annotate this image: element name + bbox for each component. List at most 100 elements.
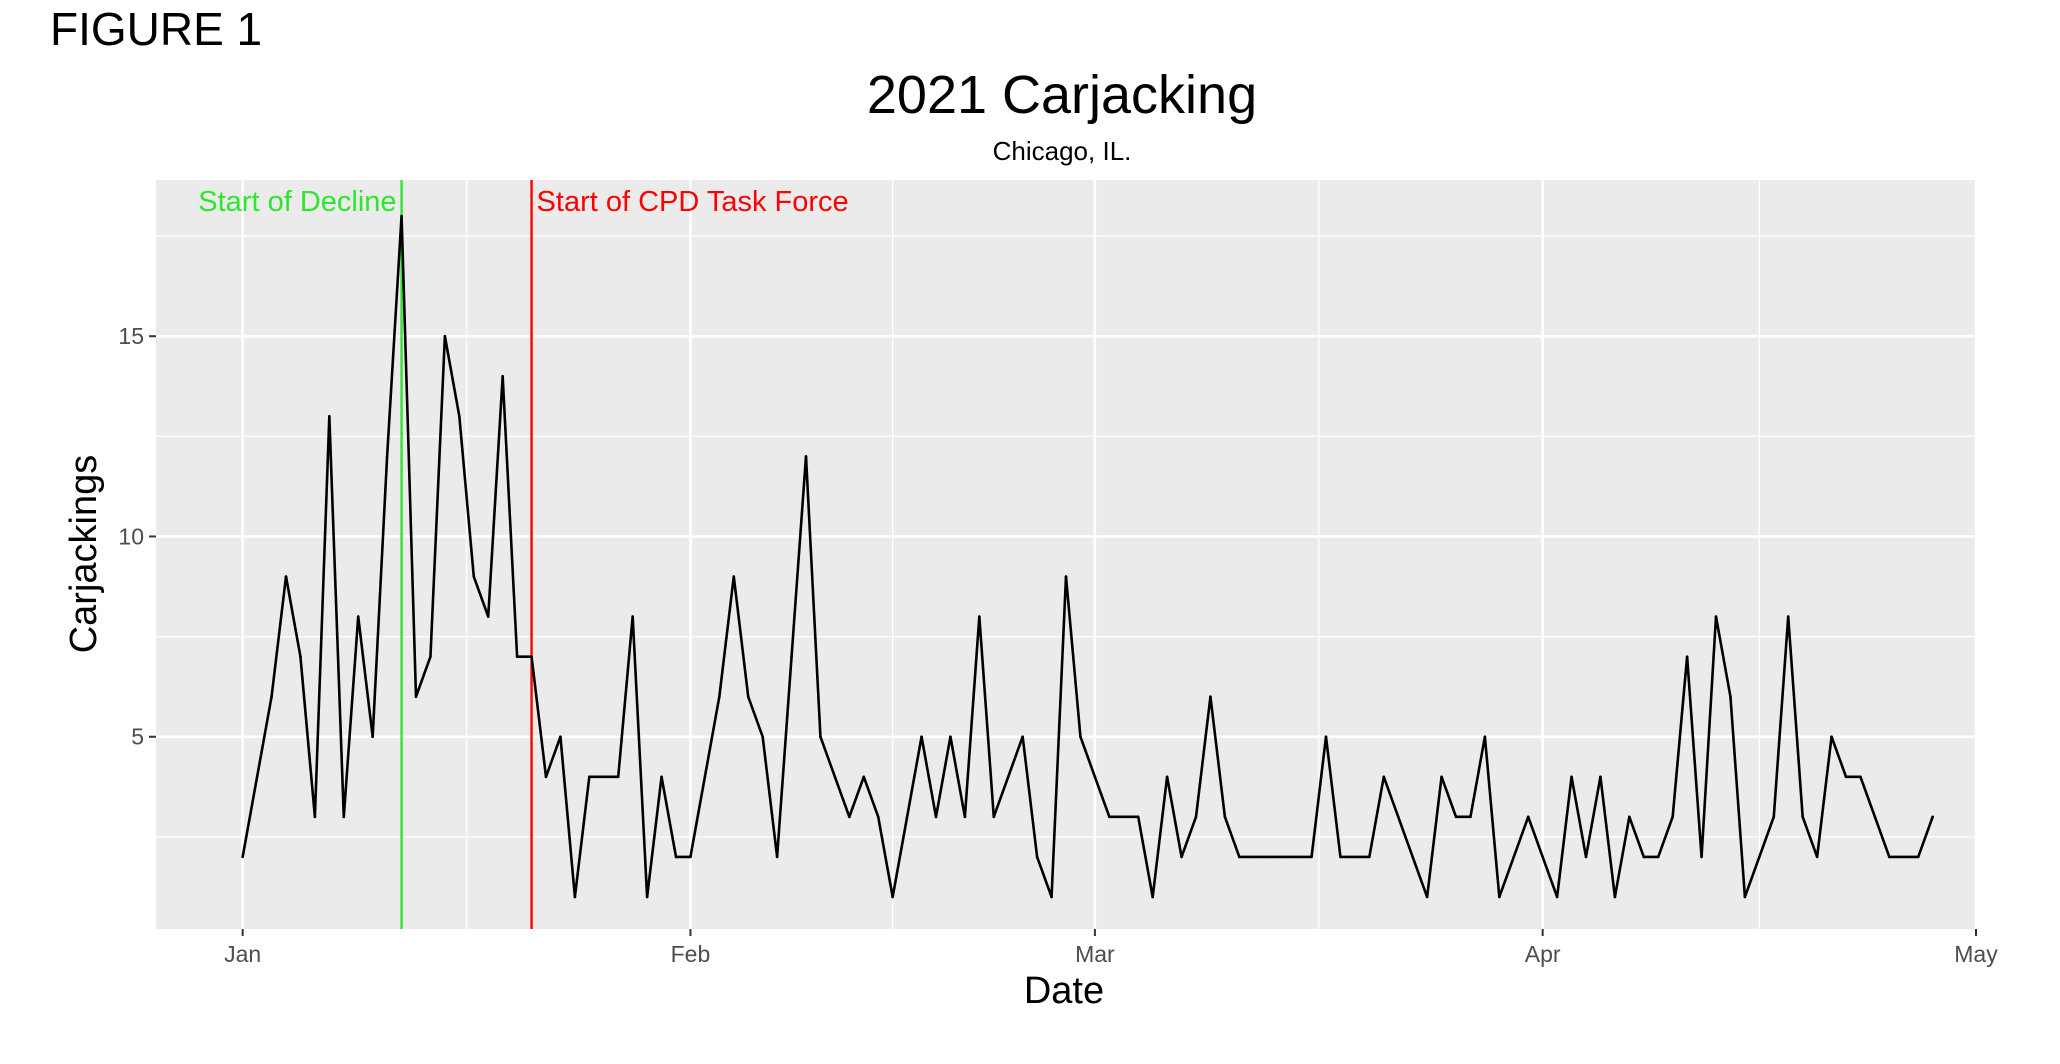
data-point [1512, 855, 1516, 859]
data-point [819, 735, 822, 739]
data-point [270, 695, 273, 698]
data-point [761, 735, 764, 739]
data-point [1758, 855, 1761, 859]
data-point [790, 655, 793, 658]
data-point [862, 775, 866, 779]
data-point [515, 655, 519, 658]
data-point [1223, 815, 1227, 819]
data-point [1555, 895, 1559, 899]
data-point [1411, 855, 1414, 859]
data-point [1454, 815, 1458, 819]
data-point [1902, 855, 1906, 859]
data-point [1209, 695, 1212, 698]
data-point [1584, 855, 1588, 859]
grid-minor [156, 180, 1976, 929]
data-point [328, 415, 331, 418]
data-point [616, 775, 620, 779]
data-point [1498, 895, 1501, 899]
data-point [1064, 575, 1068, 578]
data-point [1772, 815, 1776, 819]
data-point [1108, 815, 1111, 819]
data-point [905, 815, 909, 819]
data-point [934, 815, 938, 819]
data-point [1079, 735, 1082, 739]
grid-major [156, 180, 1978, 929]
data-point [1859, 775, 1862, 779]
data-point [1656, 855, 1660, 859]
data-point [1541, 855, 1544, 859]
data-point [1339, 855, 1342, 859]
data-point [746, 695, 750, 698]
data-point [588, 775, 591, 779]
data-point [313, 815, 317, 819]
data-point [1136, 815, 1140, 819]
data-point [1685, 655, 1689, 658]
data-point [674, 855, 678, 859]
data-point [1035, 855, 1039, 859]
data-point [385, 455, 389, 458]
data-point [544, 775, 548, 779]
chart-subtitle: Chicago, IL. [992, 136, 1132, 166]
data-point [833, 775, 837, 779]
figure-label: FIGURE 1 [50, 3, 263, 55]
data-point [1671, 815, 1674, 819]
series-line-carjackings [241, 214, 1934, 899]
annotation-label: Start of Decline [198, 186, 396, 218]
data-point [559, 735, 562, 739]
data-point [1844, 775, 1848, 779]
data-point [299, 655, 302, 658]
data-point [1873, 815, 1877, 819]
data-point [1238, 855, 1241, 859]
data-point [1786, 615, 1790, 618]
data-point [1729, 695, 1732, 698]
data-point [1931, 815, 1934, 819]
data-point [1382, 775, 1386, 779]
y-axis: 5 10 15 [118, 323, 156, 750]
data-point [1888, 855, 1891, 859]
data-point [486, 615, 490, 618]
data-point [1613, 895, 1617, 899]
x-tick-label: Apr [1525, 941, 1561, 967]
data-point [660, 775, 663, 779]
data-point [255, 775, 259, 779]
data-point [1151, 895, 1154, 899]
data-point [1281, 855, 1284, 859]
y-tick-label: 15 [118, 323, 144, 349]
y-axis-title: Carjackings [63, 455, 105, 654]
data-point [1165, 775, 1169, 779]
y-tick-label: 10 [118, 523, 144, 549]
data-point [1324, 735, 1328, 739]
data-point [1469, 815, 1472, 819]
data-point [978, 615, 981, 618]
data-point [1006, 775, 1010, 779]
data-point [1396, 815, 1400, 819]
data-point [718, 695, 721, 698]
data-point [472, 575, 476, 578]
data-point [1599, 775, 1602, 779]
data-point [1714, 615, 1718, 618]
data-point [891, 895, 894, 899]
data-point [1483, 735, 1487, 739]
data-point [631, 615, 634, 618]
data-point [1266, 855, 1270, 859]
data-point [689, 855, 692, 859]
data-point [920, 735, 923, 739]
data-points [241, 214, 1934, 899]
data-point [1295, 855, 1299, 859]
data-point [241, 855, 244, 859]
data-point [1570, 775, 1573, 779]
data-point [1425, 895, 1429, 899]
data-point [342, 815, 346, 819]
y-tick-label: 5 [131, 724, 144, 750]
data-point [1830, 735, 1833, 739]
x-tick-label: May [1954, 941, 1998, 967]
annotation-label: Start of CPD Task Force [537, 186, 849, 218]
x-tick-label: Mar [1075, 941, 1115, 967]
data-point [1021, 735, 1024, 739]
data-point [371, 735, 374, 739]
data-point [804, 455, 808, 458]
data-point [1916, 855, 1920, 859]
x-tick-label: Feb [671, 941, 711, 967]
data-point [1743, 895, 1747, 899]
data-point [1122, 815, 1126, 819]
